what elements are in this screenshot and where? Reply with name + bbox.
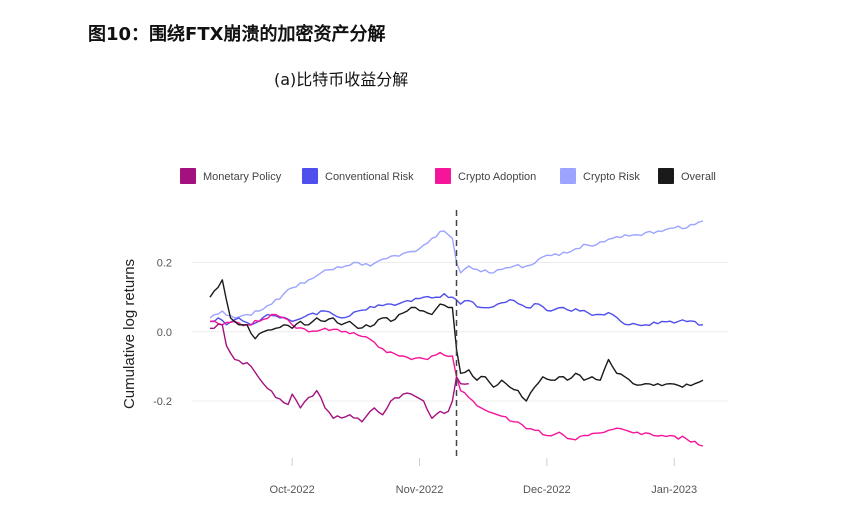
series-lines — [209, 220, 704, 447]
legend-swatch-crypto-risk — [560, 168, 576, 184]
figure-subtitle: (a)比特币收益分解 — [274, 70, 409, 89]
series-line-conventional-risk — [209, 293, 704, 327]
legend-swatch-crypto-adoption — [435, 168, 451, 184]
x-tick-label: Jan-2023 — [651, 484, 697, 496]
series-line-overall — [209, 279, 704, 402]
chart-legend: Monetary Policy Conventional Risk Crypto A… — [180, 168, 716, 184]
legend-label-overall: Overall — [681, 171, 716, 183]
x-tick-label: Oct-2022 — [270, 484, 315, 496]
legend-label-crypto-risk: Crypto Risk — [583, 171, 640, 183]
legend-label-monetary-policy: Monetary Policy — [203, 171, 282, 183]
y-tick-label: 0.0 — [157, 327, 172, 339]
x-axis: Oct-2022 Nov-2022 Dec-2022 Jan-2023 — [270, 484, 698, 496]
legend-label-conventional-risk: Conventional Risk — [325, 171, 414, 183]
legend-swatch-overall — [658, 168, 674, 184]
x-tick-label: Dec-2022 — [523, 484, 571, 496]
legend-swatch-conventional-risk — [302, 168, 318, 184]
y-axis-label: Cumulative log returns — [121, 259, 138, 409]
legend-label-crypto-adoption: Crypto Adoption — [458, 171, 536, 183]
figure-title: 图10：围绕FTX崩溃的加密资产分解 — [88, 24, 386, 45]
series-line-monetary-policy — [210, 323, 469, 423]
y-axis: 0.2 0.0 -0.2 — [153, 258, 172, 408]
x-tick-label: Nov-2022 — [396, 484, 444, 496]
y-tick-label: 0.2 — [157, 258, 172, 270]
y-tick-label: -0.2 — [153, 396, 172, 408]
grid-lines — [192, 262, 728, 466]
legend-swatch-monetary-policy — [180, 168, 196, 184]
